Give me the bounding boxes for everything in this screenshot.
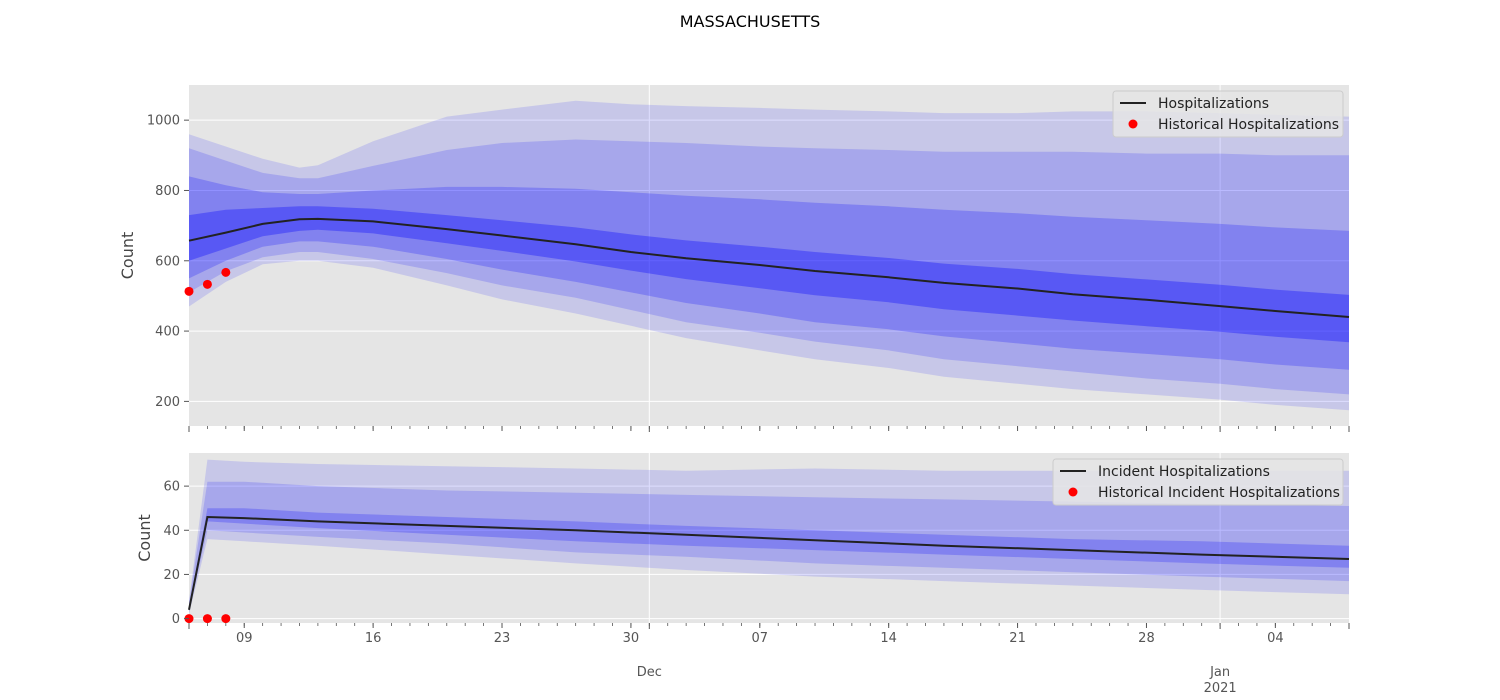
quantile-band xyxy=(189,100,1349,411)
series-line xyxy=(188,217,1350,318)
gridlines xyxy=(189,85,1349,426)
quantile-band xyxy=(189,481,1349,612)
x-tick-label: 28 xyxy=(1138,631,1155,646)
quantile-band xyxy=(189,508,1349,610)
x-tick-label: 21 xyxy=(1009,631,1026,646)
series-line xyxy=(188,515,1350,610)
legend-entry-series: Incident Hospitalizations xyxy=(1098,464,1270,480)
historical-point xyxy=(202,614,212,624)
legend: Incident Hospitalizations Historical Inci… xyxy=(1052,458,1344,506)
y-tick-label: 40 xyxy=(163,524,180,539)
x-tick-label: 09 xyxy=(236,631,253,646)
x-tick-label: 16 xyxy=(365,631,382,646)
legend-entry-historical: Historical Incident Hospitalizations xyxy=(1098,485,1340,501)
y-tick-label: 0 xyxy=(172,612,180,627)
y-tick-label: 600 xyxy=(155,254,180,269)
legend-entry-historical: Historical Hospitalizations xyxy=(1158,117,1339,133)
y-axis-label: Count xyxy=(135,514,154,562)
y-axis-label: Count xyxy=(118,232,137,280)
legend-box xyxy=(1112,90,1344,138)
y-tick-label: 20 xyxy=(163,568,180,583)
x-tick-label: 07 xyxy=(752,631,769,646)
historical-point xyxy=(202,279,212,289)
y-tick-label: 800 xyxy=(155,184,180,199)
x-month-label: Jan xyxy=(1209,665,1230,680)
historical-point xyxy=(221,614,231,624)
x-tick-label: 30 xyxy=(623,631,640,646)
x-year-label: 2021 xyxy=(1204,681,1237,696)
quantile-band xyxy=(189,206,1349,343)
legend-entry-series: Hospitalizations xyxy=(1158,96,1269,112)
plot-background xyxy=(189,85,1349,426)
x-tick-label: 23 xyxy=(494,631,511,646)
historical-point xyxy=(184,286,194,296)
panel-hospitalizations: 200 400 600 800 1000 Count Hospitalizations His… xyxy=(118,85,1350,432)
y-tick-label: 60 xyxy=(163,480,180,495)
legend-point-swatch xyxy=(1068,487,1078,497)
quantile-band xyxy=(189,176,1349,370)
panel-incident-hospitalizations: 0 20 40 60 Count 09 16 23 30 07 14 21 28 04 Dec Jan2021… xyxy=(135,453,1350,696)
x-month-label: Dec xyxy=(637,665,662,680)
legend-point-swatch xyxy=(1128,119,1138,129)
y-tick-label: 1000 xyxy=(147,114,180,129)
x-tick-label: 14 xyxy=(880,631,897,646)
y-tick-label: 400 xyxy=(155,325,180,340)
x-tick-label: 04 xyxy=(1267,631,1284,646)
legend-box xyxy=(1052,458,1344,506)
legend: Hospitalizations Historical Hospitalizati… xyxy=(1112,90,1344,138)
y-tick-label: 200 xyxy=(155,395,180,410)
chart-title: MASSACHUSETTS xyxy=(680,12,821,31)
uncertainty-bands xyxy=(189,100,1349,411)
historical-point xyxy=(221,267,231,277)
